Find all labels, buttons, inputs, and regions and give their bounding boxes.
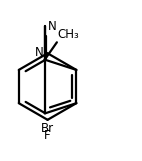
Text: Br: Br	[41, 122, 54, 135]
Text: CH₃: CH₃	[58, 28, 79, 41]
Text: N: N	[48, 20, 57, 33]
Text: F: F	[44, 129, 51, 142]
Text: N: N	[35, 46, 44, 59]
